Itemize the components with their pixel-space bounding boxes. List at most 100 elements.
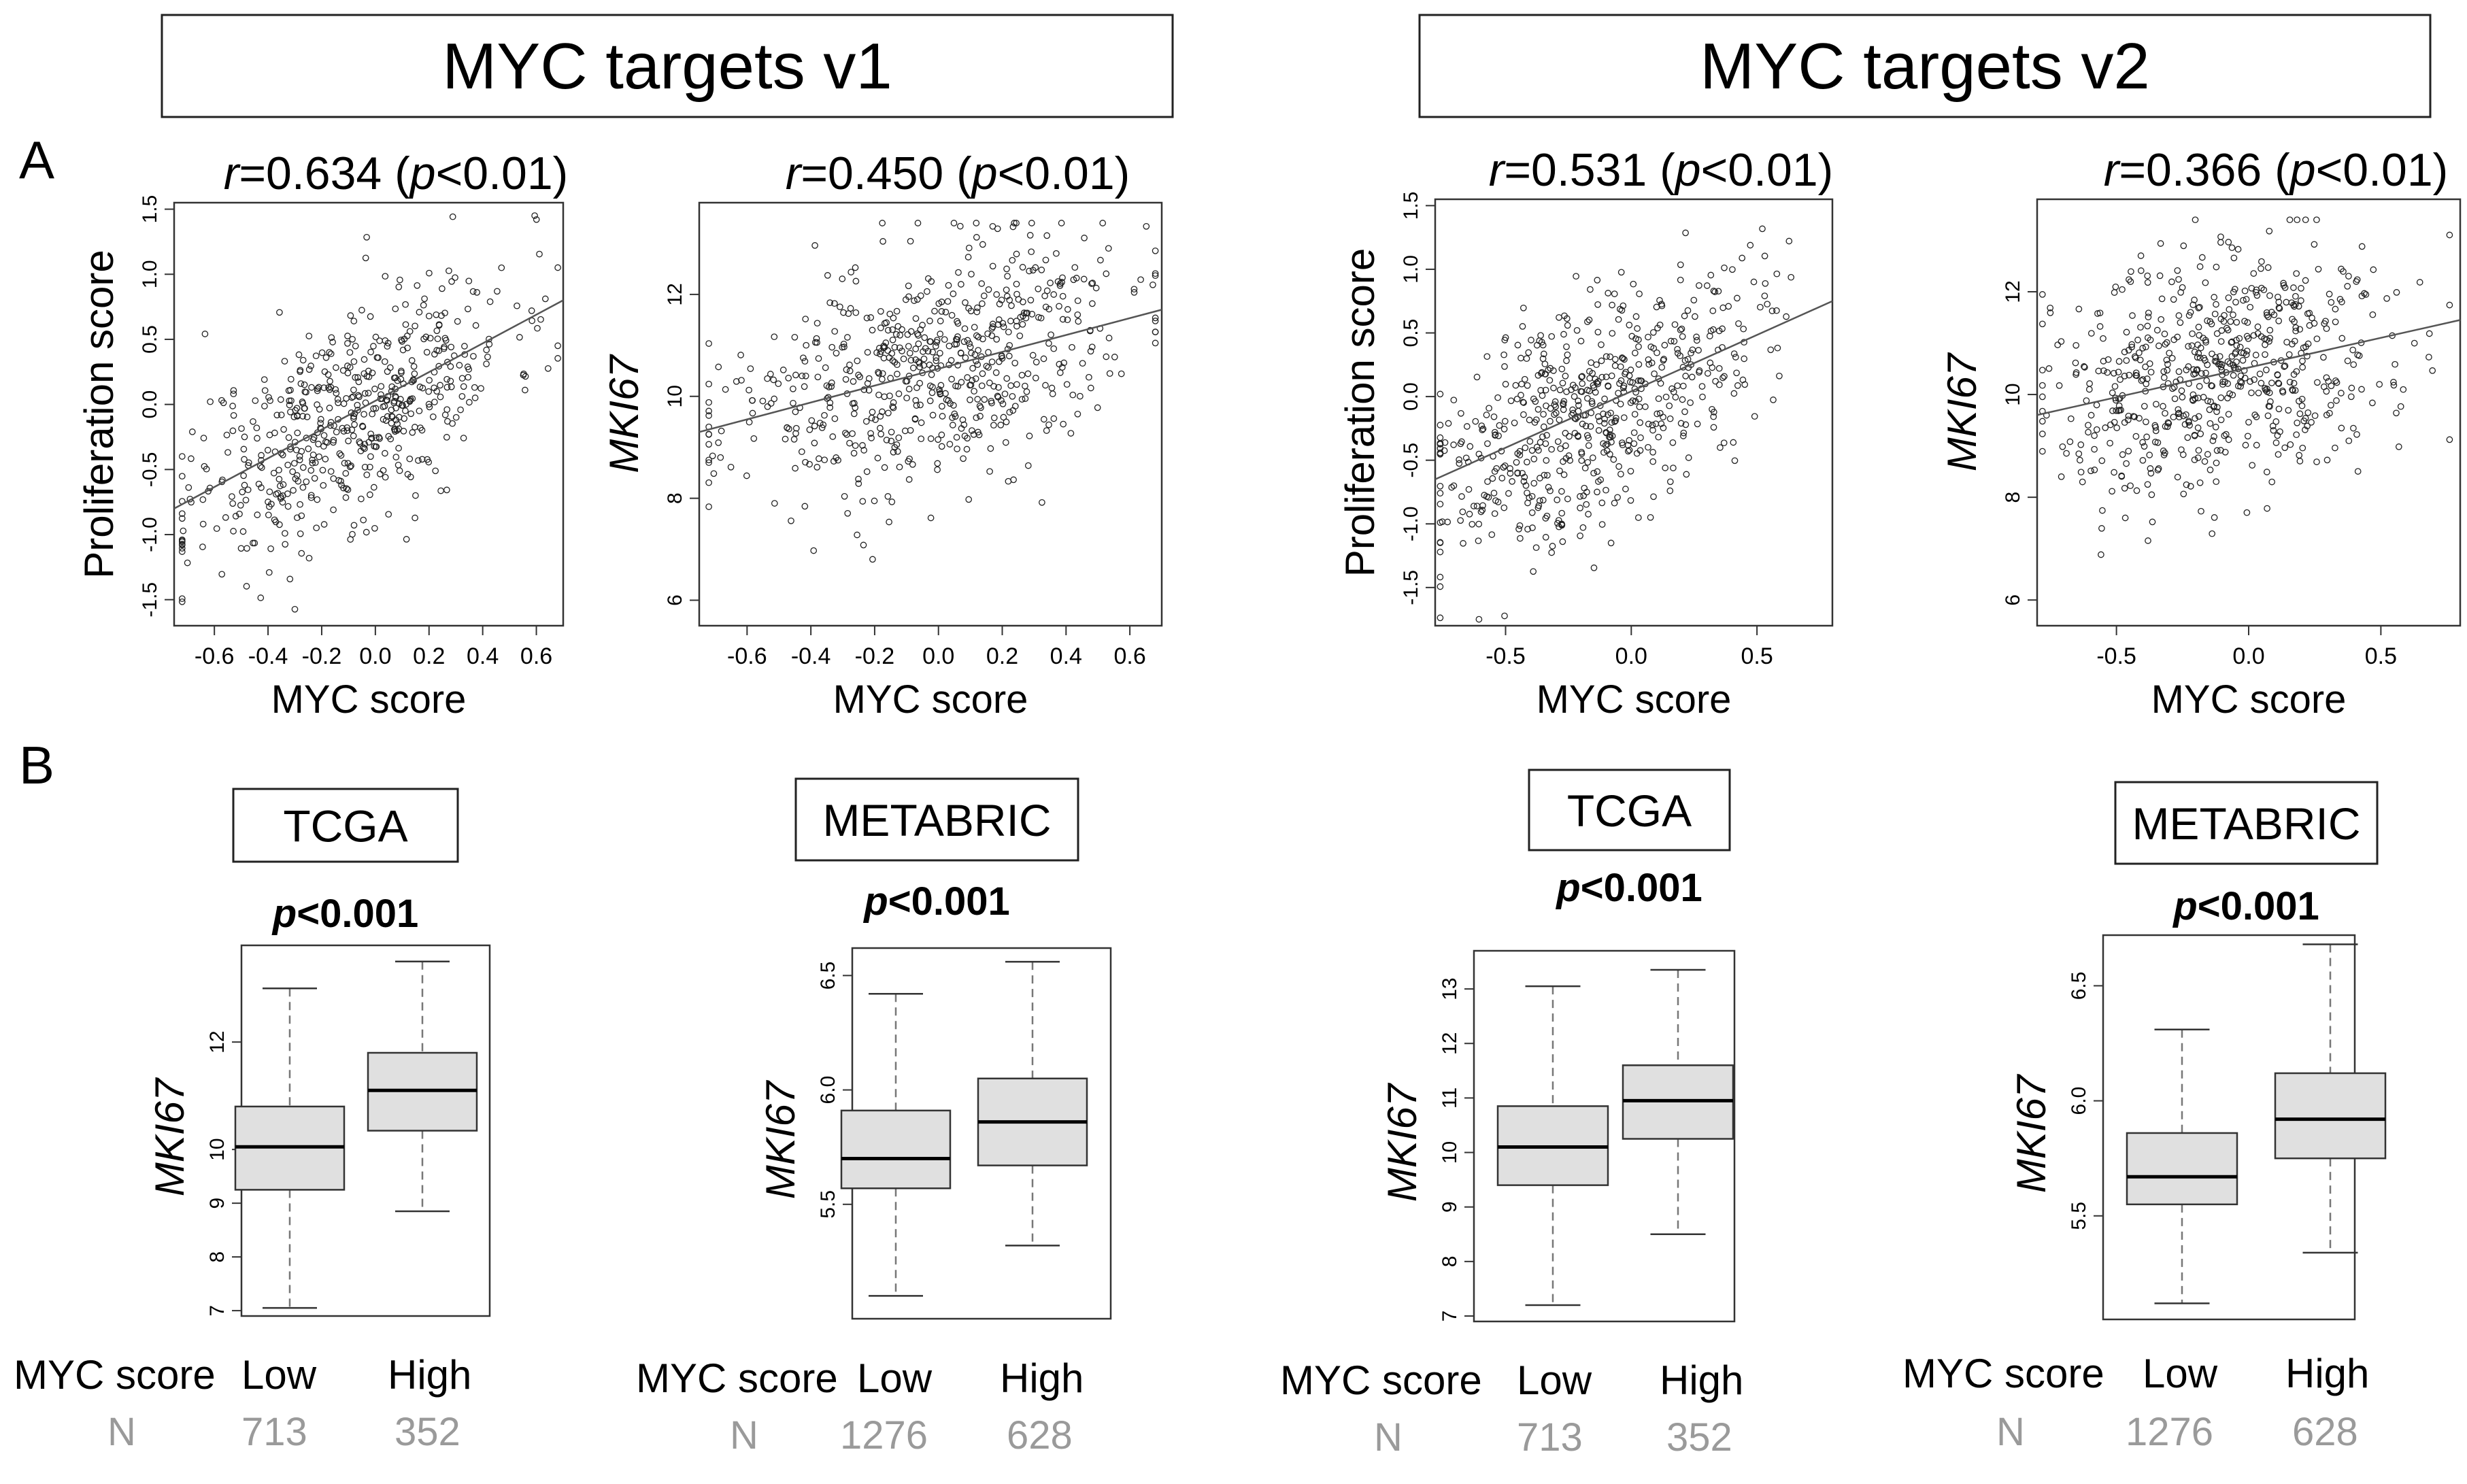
scatter-point <box>367 491 373 499</box>
scatter-point <box>1500 504 1508 511</box>
scatter-point <box>1617 269 1625 276</box>
scatter-point <box>927 435 935 442</box>
scatter-point <box>1563 315 1571 322</box>
scatter-point <box>2137 324 2144 331</box>
scatter-point <box>879 238 886 245</box>
scatter-point <box>416 309 423 316</box>
scatter-point <box>1732 354 1739 360</box>
scatter-point <box>1658 301 1665 308</box>
scatter-point <box>2185 311 2193 319</box>
scatter-point <box>1535 447 1542 454</box>
scatter-point <box>1584 394 1591 402</box>
scatter-point <box>1006 297 1013 304</box>
scatter-point <box>1475 615 1483 623</box>
scatter-point <box>2275 451 2282 458</box>
scatter-point <box>399 346 407 354</box>
scatter-point <box>1707 271 1715 279</box>
scatter-point <box>1637 434 1644 441</box>
scatter-point <box>1029 267 1037 274</box>
scatter-point <box>1689 346 1696 354</box>
scatter-point <box>1598 373 1606 381</box>
scatter-point <box>418 456 426 463</box>
scatter-point <box>2393 289 2400 296</box>
scatter-point <box>1001 390 1009 398</box>
scatter-point <box>1450 441 1457 448</box>
scatter-point <box>2323 388 2330 395</box>
scatter-point <box>178 473 186 480</box>
scatter-point <box>2136 349 2143 356</box>
y-axis-label: MKI67 <box>1379 1082 1425 1202</box>
scatter-point <box>928 371 935 378</box>
scatter-point <box>1604 441 1611 448</box>
scatter-point <box>1585 316 1593 324</box>
scatter-point <box>860 541 867 549</box>
scatter-point <box>1479 425 1487 433</box>
scatter-point <box>986 380 993 386</box>
scatter-point <box>2142 343 2149 351</box>
scatter-point <box>1595 413 1602 420</box>
scatter-point <box>2155 342 2162 350</box>
scatter-point <box>1627 467 1634 475</box>
scatter-point <box>978 382 986 390</box>
scatter-point <box>1715 288 1722 295</box>
scatter-point <box>1456 460 1463 467</box>
scatter-point <box>2275 380 2282 387</box>
scatter-point <box>314 385 321 392</box>
scatter-point <box>1647 513 1654 521</box>
scatter-point <box>280 481 287 488</box>
scatter-point <box>2213 408 2220 416</box>
scatter-point <box>2139 439 2146 446</box>
scatter-point <box>1688 350 1694 356</box>
scatter-point <box>921 334 928 341</box>
scatter-point <box>2262 351 2268 358</box>
scatter-point <box>2298 285 2304 292</box>
scatter-point <box>1528 509 1536 516</box>
scatter-point <box>391 426 399 433</box>
scatter-point <box>846 367 854 375</box>
iqr-box <box>840 1109 952 1190</box>
scatter-point <box>232 513 239 520</box>
scatter-point <box>362 254 369 262</box>
scatter-point <box>1636 403 1643 411</box>
scatter-point <box>1590 469 1597 477</box>
scatter-point <box>801 503 809 510</box>
scatter-point <box>421 295 428 303</box>
scatter-point <box>877 424 884 432</box>
scatter-point <box>244 545 250 552</box>
y-tick-label: 6.5 <box>817 962 839 990</box>
scatter-point <box>1074 311 1081 318</box>
scatter-point <box>1547 418 1554 425</box>
n-value-low: 713 <box>241 1410 307 1454</box>
scatter-point <box>411 370 418 377</box>
scatter-point <box>2123 328 2130 336</box>
scatter-point <box>1492 431 1499 439</box>
scatter-point <box>330 437 337 444</box>
scatter-point <box>409 429 416 436</box>
scatter-point <box>1054 278 1062 285</box>
scatter-point <box>2141 403 2148 410</box>
scatter-point <box>267 397 273 404</box>
y-tick-label: 8 <box>1439 1255 1461 1267</box>
scatter-point <box>2258 265 2264 272</box>
scatter-point <box>792 408 799 416</box>
scatter-point <box>2213 263 2220 271</box>
scatter-point <box>2156 272 2164 280</box>
scatter-point <box>1709 405 1715 413</box>
scatter-point <box>229 427 237 435</box>
scatter-point <box>1679 333 1686 340</box>
scatter-point <box>1533 341 1541 349</box>
scatter-point <box>2185 343 2192 350</box>
scatter-point <box>977 413 984 420</box>
scatter-point <box>2112 283 2119 290</box>
dataset-box <box>1528 769 1731 851</box>
scatter-point <box>471 384 478 391</box>
box-low <box>840 993 952 1297</box>
scatter-point <box>554 264 561 271</box>
x-tick-label: -0.5 <box>2096 643 2136 669</box>
scatter-point <box>431 399 438 405</box>
scatter-point <box>422 333 430 341</box>
scatter-point <box>373 443 380 450</box>
scatter-point <box>1577 505 1583 511</box>
scatter-point <box>1460 540 1466 547</box>
scatter-point <box>370 343 377 350</box>
